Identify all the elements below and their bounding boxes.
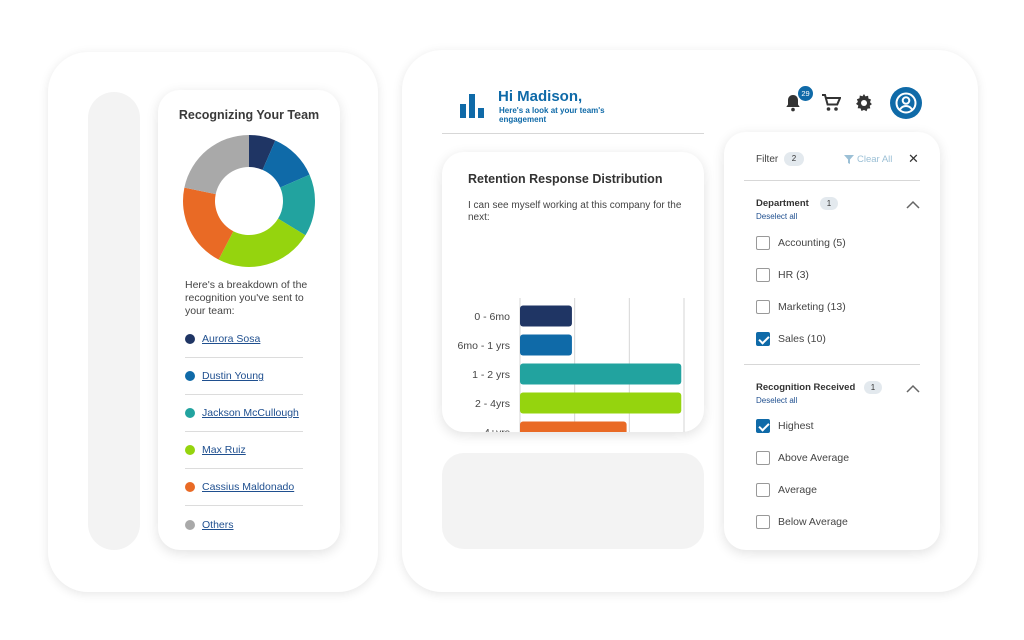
bar xyxy=(520,421,627,432)
member-color-dot xyxy=(185,371,195,381)
y-category-label: 0 - 6mo xyxy=(474,311,510,323)
department-deselect-all[interactable]: Deselect all xyxy=(756,212,798,221)
side-rail xyxy=(88,92,140,550)
checkbox[interactable] xyxy=(756,483,770,497)
greeting-subtitle: Here's a look at your team's engagement xyxy=(499,106,605,124)
bar xyxy=(520,363,682,385)
list-item: Aurora Sosa xyxy=(185,321,303,358)
y-category-label: 4+yrs xyxy=(484,427,510,432)
checkbox[interactable] xyxy=(756,300,770,314)
divider xyxy=(744,180,920,181)
chevron-up-icon[interactable] xyxy=(906,384,920,394)
greeting-title: Hi Madison, xyxy=(498,88,583,105)
recognition-count-badge: 1 xyxy=(864,381,882,394)
filter-option-highest[interactable]: Highest xyxy=(756,418,814,434)
member-color-dot xyxy=(185,408,195,418)
breakdown-text: Here's a breakdown of the recognition yo… xyxy=(185,279,308,317)
close-icon[interactable]: ✕ xyxy=(908,151,919,166)
bar-chart-logo-icon xyxy=(460,94,488,118)
filter-option-above-average[interactable]: Above Average xyxy=(756,450,849,466)
placeholder-card xyxy=(442,453,704,549)
filter-clear-icon xyxy=(844,155,854,164)
filter-count-badge: 2 xyxy=(784,152,804,166)
y-category-label: 2 - 4yrs xyxy=(475,398,510,410)
donut-slice xyxy=(278,174,315,236)
chart-title: Retention Response Distribution xyxy=(468,172,663,186)
gear-icon[interactable] xyxy=(853,92,875,114)
filter-option-average[interactable]: Average xyxy=(756,482,817,498)
option-label: Marketing (13) xyxy=(778,301,846,313)
filter-option-marketing[interactable]: Marketing (13) xyxy=(756,299,846,315)
filter-panel: Filter 2 Clear All ✕ Department 1 Desele… xyxy=(724,132,940,550)
filter-option-accounting[interactable]: Accounting (5) xyxy=(756,235,846,251)
recognition-title: Recognizing Your Team xyxy=(178,108,320,122)
donut-slice xyxy=(184,135,249,195)
chart-question: I can see myself working at this company… xyxy=(468,200,682,223)
filter-option-sales[interactable]: Sales (10) xyxy=(756,331,826,347)
left-panel xyxy=(48,52,378,592)
member-link[interactable]: Aurora Sosa xyxy=(202,333,261,345)
bar xyxy=(520,305,572,327)
member-color-dot xyxy=(185,519,195,530)
recognition-deselect-all[interactable]: Deselect all xyxy=(756,396,798,405)
recognition-donut-chart xyxy=(183,135,315,267)
option-label: Above Average xyxy=(778,452,850,464)
checkbox[interactable] xyxy=(756,515,770,529)
list-item: Jackson McCullough xyxy=(185,395,303,432)
member-link[interactable]: Cassius Maldonado xyxy=(202,481,295,493)
bell-icon[interactable] xyxy=(782,92,804,114)
option-label: Below Average xyxy=(778,516,848,528)
donut-slice xyxy=(183,187,234,260)
y-category-label: 6mo - 1 yrs xyxy=(457,340,510,352)
list-item: Dustin Young xyxy=(185,358,303,395)
member-color-dot xyxy=(185,445,195,455)
member-list: Aurora Sosa Dustin Young Jackson McCullo… xyxy=(185,321,303,543)
checkbox[interactable] xyxy=(756,419,770,433)
option-label: Sales (10) xyxy=(778,333,826,345)
list-item: Max Ruiz xyxy=(185,432,303,469)
clear-all-label: Clear All xyxy=(857,154,893,165)
notification-badge: 29 xyxy=(798,86,813,101)
divider xyxy=(744,364,920,365)
option-label: Accounting (5) xyxy=(778,237,846,249)
donut-slice xyxy=(262,140,310,188)
list-item: Cassius Maldonado xyxy=(185,469,303,506)
option-label: HR (3) xyxy=(778,269,809,281)
checkbox[interactable] xyxy=(756,268,770,282)
cart-icon[interactable] xyxy=(820,92,842,114)
avatar[interactable] xyxy=(890,87,922,119)
option-label: Highest xyxy=(778,420,814,432)
filter-option-below-average[interactable]: Below Average xyxy=(756,514,848,530)
donut-slice xyxy=(218,218,306,267)
list-item: Others xyxy=(185,506,303,543)
checkbox[interactable] xyxy=(756,236,770,250)
member-color-dot xyxy=(185,334,195,344)
checkbox[interactable] xyxy=(756,332,770,346)
filter-option-hr[interactable]: HR (3) xyxy=(756,267,809,283)
member-link[interactable]: Jackson McCullough xyxy=(202,407,299,419)
y-category-label: 1 - 2 yrs xyxy=(472,369,510,381)
donut-slice xyxy=(249,135,276,170)
bar xyxy=(520,334,572,356)
member-link[interactable]: Dustin Young xyxy=(202,370,264,382)
main-panel: Hi Madison, Here's a look at your team's… xyxy=(402,50,978,592)
checkbox[interactable] xyxy=(756,451,770,465)
department-group-title: Department xyxy=(756,198,809,209)
member-link[interactable]: Max Ruiz xyxy=(202,444,246,456)
member-color-dot xyxy=(185,482,195,492)
filter-label: Filter xyxy=(756,154,779,165)
option-label: Average xyxy=(778,484,817,496)
bar xyxy=(520,392,682,414)
member-link[interactable]: Others xyxy=(202,518,234,531)
clear-all-button[interactable]: Clear All xyxy=(844,154,892,165)
chevron-up-icon[interactable] xyxy=(906,200,920,210)
department-count-badge: 1 xyxy=(820,197,838,210)
recognition-group-title: Recognition Received xyxy=(756,382,856,393)
header-divider xyxy=(442,133,704,134)
